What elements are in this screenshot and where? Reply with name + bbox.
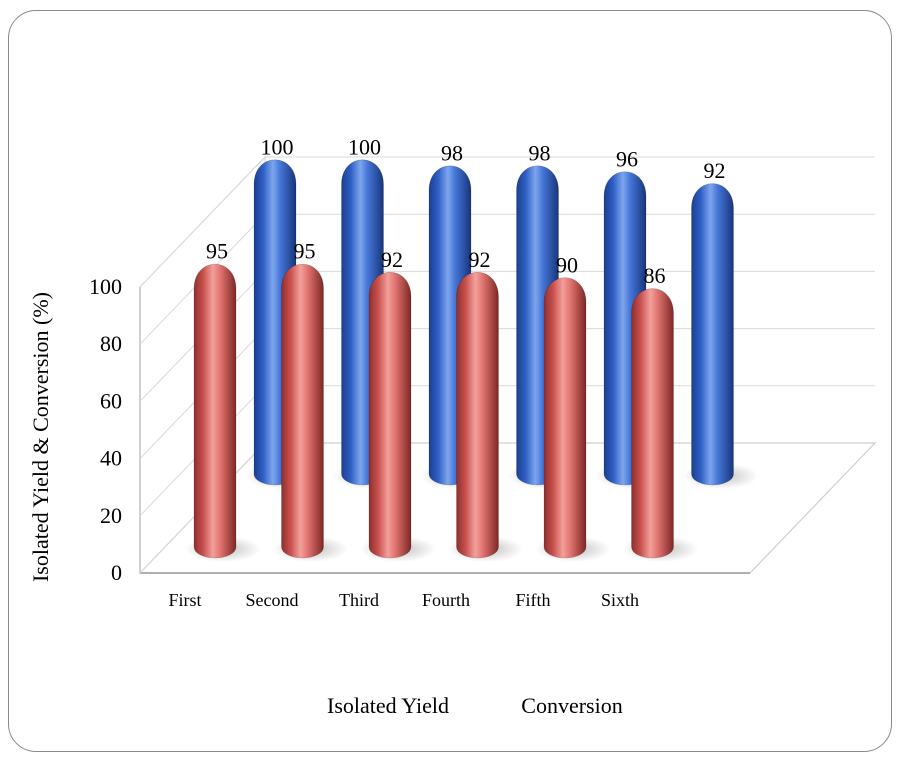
y-tick-label: 40: [100, 446, 122, 471]
x-tick-label: Sixth: [601, 590, 639, 610]
y-axis-ticks: 0 20 40 60 80 100: [89, 274, 122, 585]
data-label: 95: [206, 239, 228, 264]
data-label: 100: [348, 134, 381, 159]
bar-isolated-yield: [193, 264, 237, 559]
y-tick-label: 80: [100, 331, 122, 356]
data-label: 92: [381, 247, 403, 272]
data-label: 98: [441, 140, 463, 165]
data-label: 100: [261, 134, 294, 159]
legend-item-isolated-yield: Isolated Yield: [327, 693, 449, 718]
y-tick-label: 60: [100, 388, 122, 413]
x-axis-ticks: First Second Third Fourth Fifth Sixth: [168, 590, 639, 610]
legend-item-conversion: Conversion: [521, 693, 622, 718]
bar-isolated-yield: [281, 264, 324, 559]
x-tick-label: Third: [339, 590, 379, 610]
bar-isolated-yield: [368, 272, 412, 559]
isolated-yield-series: 95 95 92 92 90 86: [185, 239, 699, 563]
gridline-side: [139, 156, 266, 288]
data-label: 86: [644, 263, 666, 288]
bar-isolated-yield: [631, 288, 674, 559]
data-label: 92: [469, 247, 491, 272]
y-tick-label: 0: [111, 560, 122, 585]
data-label: 95: [294, 239, 316, 264]
x-tick-label: Fourth: [422, 590, 470, 610]
x-tick-label: First: [168, 590, 201, 610]
data-label: 90: [556, 252, 578, 277]
bar-isolated-yield: [543, 277, 587, 559]
data-label: 96: [616, 146, 638, 171]
bar-isolated-yield: [456, 272, 499, 559]
x-tick-label: Fifth: [515, 590, 550, 610]
bar-conversion: [691, 183, 734, 486]
chart-walls: [138, 155, 877, 575]
y-tick-label: 100: [89, 274, 122, 299]
x-tick-label: Second: [246, 590, 299, 610]
data-label: 92: [704, 158, 726, 183]
data-label: 98: [529, 140, 551, 165]
y-tick-label: 20: [100, 503, 122, 528]
y-axis-title: Isolated Yield & Conversion (%): [28, 292, 53, 582]
